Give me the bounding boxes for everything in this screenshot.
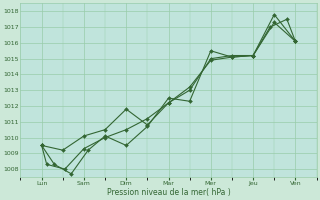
X-axis label: Pression niveau de la mer( hPa ): Pression niveau de la mer( hPa ) bbox=[107, 188, 230, 197]
